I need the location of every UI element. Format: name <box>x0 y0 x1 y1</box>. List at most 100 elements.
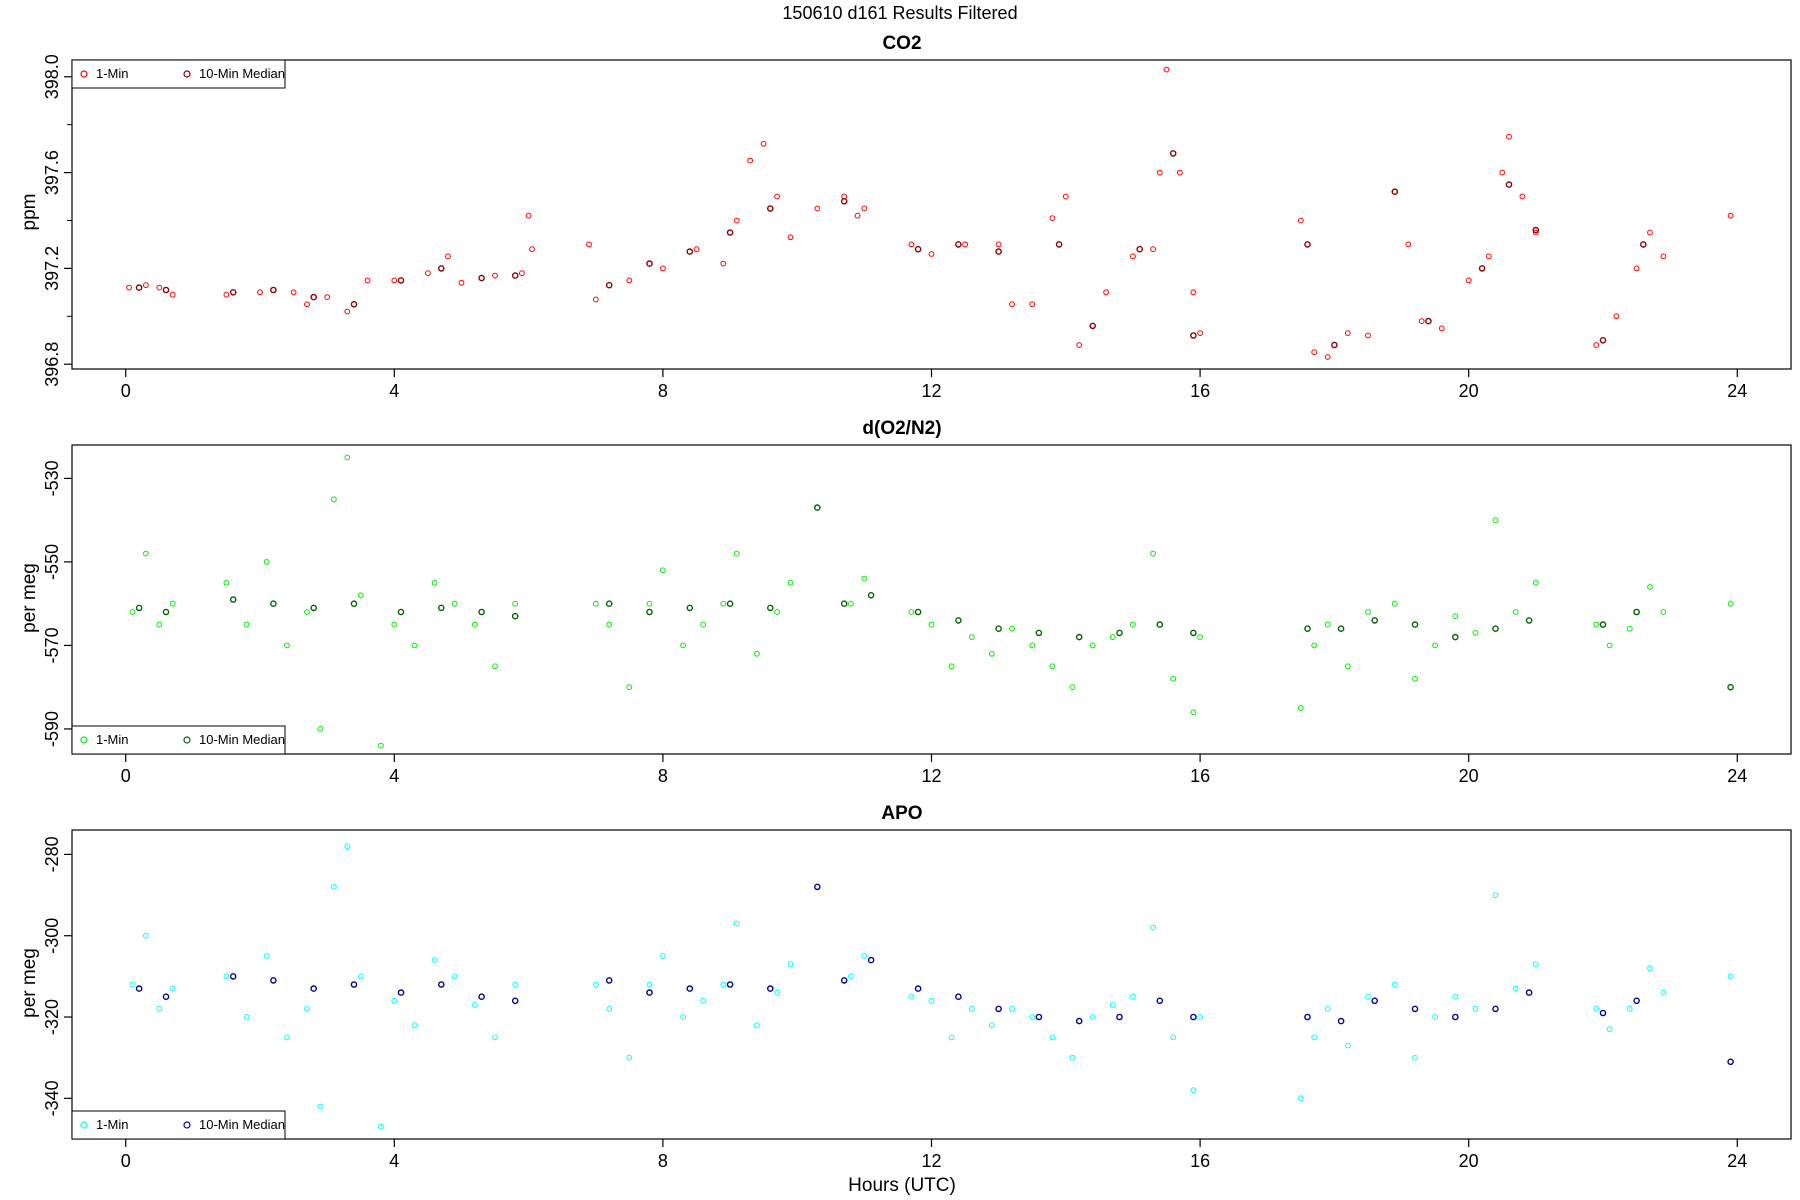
point-1min <box>1344 1042 1351 1049</box>
point-10min-median <box>1169 150 1177 157</box>
point-1min <box>1062 193 1069 200</box>
point-10min-median <box>1633 608 1640 616</box>
point-1min <box>492 272 498 279</box>
point-1min <box>592 981 599 988</box>
point-1min <box>928 251 935 257</box>
legend: 1-Min 10-Min Median <box>71 725 286 755</box>
legend-label-1min: 1-Min <box>96 732 129 747</box>
legend-label-median: 10-Min Median <box>199 732 285 747</box>
point-1min <box>700 997 707 1004</box>
point-1min <box>1432 1014 1438 1020</box>
point-1min <box>129 609 136 615</box>
point-1min <box>425 270 431 277</box>
point-10min-median <box>1640 241 1647 248</box>
point-10min-median <box>397 989 405 996</box>
point-1min <box>1391 981 1398 988</box>
point-1min <box>317 1103 324 1110</box>
y-tick-label: -340 <box>42 1080 62 1116</box>
point-1min <box>156 284 163 291</box>
point-1min <box>1324 1006 1331 1012</box>
point-1min <box>1049 1034 1056 1041</box>
point-10min-median <box>1304 241 1311 248</box>
point-1min <box>733 550 740 557</box>
point-10min-median <box>646 608 653 616</box>
point-1min <box>344 454 351 461</box>
point-10min-median <box>814 883 821 891</box>
point-1min <box>989 650 995 657</box>
point-1min <box>693 246 700 253</box>
point-1min <box>1190 289 1197 296</box>
point-1min <box>760 140 767 147</box>
point-1min <box>848 600 854 607</box>
point-10min-median <box>1190 332 1197 339</box>
point-1min <box>324 294 331 301</box>
point-10min-median <box>1075 1017 1083 1025</box>
point-10min-median <box>1492 1005 1499 1013</box>
point-1min <box>1029 1014 1036 1020</box>
point-10min-median <box>270 600 277 608</box>
point-1min <box>223 579 230 586</box>
point-1min <box>1150 246 1156 253</box>
point-1min <box>1197 1014 1203 1020</box>
point-1min <box>1647 965 1653 972</box>
point-1min <box>754 650 760 657</box>
point-10min-median <box>229 973 237 980</box>
point-1min <box>391 997 398 1004</box>
point-10min-median <box>310 604 318 612</box>
point-10min-median <box>995 248 1002 255</box>
legend-box <box>71 1110 286 1140</box>
y-axis: 396.8 397.2 397.6 398.0 <box>42 54 72 387</box>
point-1min <box>1297 705 1304 711</box>
point-10min-median <box>646 260 653 267</box>
point-1min <box>317 726 324 732</box>
point-10min-median <box>1116 1013 1123 1021</box>
point-1min <box>1492 517 1499 524</box>
point-1min <box>1405 241 1412 248</box>
x-tick-label: 4 <box>389 381 399 401</box>
x-tick-label: 16 <box>1190 1151 1210 1171</box>
point-1min <box>680 642 686 649</box>
point-1min <box>1311 349 1318 356</box>
point-1min <box>1512 609 1519 615</box>
point-1min <box>733 217 740 224</box>
point-10min-median <box>1035 1013 1043 1021</box>
point-1min <box>660 567 666 574</box>
point-10min-median <box>511 272 519 279</box>
point-1min <box>1324 354 1331 360</box>
point-1min <box>1049 663 1056 670</box>
y-tick-label: -550 <box>42 544 62 580</box>
point-10min-median <box>646 989 653 996</box>
point-10min-median <box>350 300 358 308</box>
point-1min <box>720 600 727 607</box>
point-1min <box>451 600 458 607</box>
point-1min <box>1130 993 1136 1000</box>
point-1min <box>1365 332 1371 339</box>
point-10min-median <box>995 625 1002 633</box>
point-1min <box>968 1006 975 1012</box>
point-1min <box>1009 625 1015 632</box>
point-10min-median <box>270 286 277 294</box>
y-axis-label: per meg <box>19 563 40 633</box>
point-10min-median <box>135 604 143 612</box>
point-1min <box>1532 579 1539 586</box>
point-10min-median <box>1411 1005 1419 1013</box>
y-tick-label: -570 <box>42 627 62 663</box>
point-1min <box>458 279 465 286</box>
point-10min-median <box>955 993 962 1001</box>
y-tick-label: 398.0 <box>42 54 62 99</box>
point-1min <box>378 742 384 749</box>
point-1min <box>364 277 371 284</box>
point-1min <box>126 284 133 291</box>
x-tick-label: 16 <box>1190 381 1210 401</box>
point-1min <box>1150 924 1156 931</box>
point-1min <box>1727 600 1734 607</box>
point-1min <box>1069 1054 1076 1061</box>
point-1min <box>391 277 398 284</box>
point-10min-median <box>955 241 962 248</box>
point-10min-median <box>478 608 485 616</box>
point-1min <box>1156 169 1163 176</box>
point-1min <box>928 621 935 628</box>
y-tick-label: -280 <box>42 836 62 872</box>
point-10min-median <box>1331 341 1338 349</box>
panel-do2n2: d(O2/N2) per meg 0 4 8 12 16 20 24 -530 -550 -57… <box>19 418 1792 786</box>
